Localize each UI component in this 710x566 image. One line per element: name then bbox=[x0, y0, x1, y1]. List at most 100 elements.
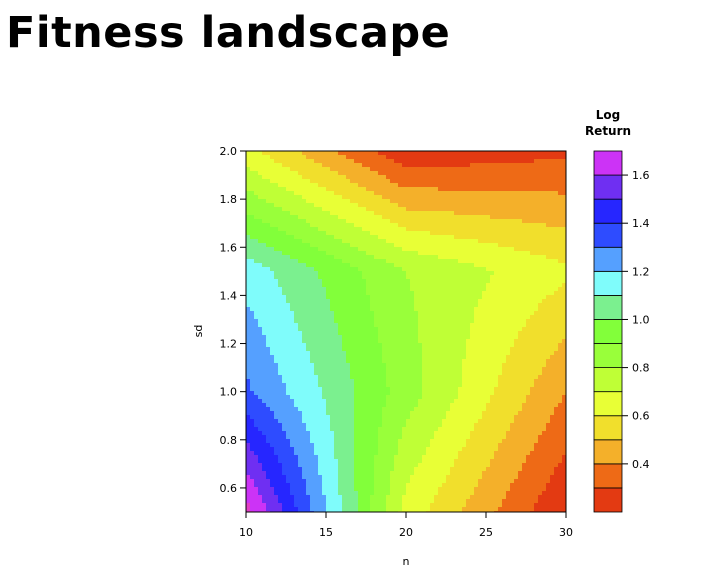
contour-cell bbox=[494, 367, 499, 372]
contour-cell bbox=[438, 367, 443, 372]
contour-cell bbox=[446, 259, 451, 264]
contour-cell bbox=[398, 391, 403, 396]
contour-cell bbox=[346, 243, 351, 248]
contour-cell bbox=[362, 283, 367, 288]
contour-cell bbox=[294, 231, 299, 236]
contour-cell bbox=[282, 287, 287, 292]
contour-cell bbox=[478, 175, 483, 180]
contour-cell bbox=[366, 291, 371, 296]
contour-cell bbox=[326, 167, 331, 172]
contour-cell bbox=[274, 171, 279, 176]
contour-cell bbox=[314, 223, 319, 228]
contour-cell bbox=[450, 211, 455, 216]
contour-cell bbox=[410, 175, 415, 180]
contour-cell bbox=[562, 231, 566, 236]
contour-cell bbox=[398, 199, 403, 204]
contour-cell bbox=[442, 255, 447, 260]
contour-cell bbox=[342, 355, 347, 360]
contour-cell bbox=[382, 199, 387, 204]
contour-cell bbox=[290, 267, 295, 272]
contour-cell bbox=[346, 339, 351, 344]
contour-cell bbox=[510, 359, 515, 364]
contour-cell bbox=[326, 355, 331, 360]
contour-cell bbox=[394, 275, 399, 280]
contour-cell bbox=[402, 255, 407, 260]
contour-cell bbox=[294, 323, 299, 328]
contour-cell bbox=[534, 183, 539, 188]
contour-cell bbox=[562, 163, 566, 168]
contour-cell bbox=[254, 279, 259, 284]
contour-cell bbox=[386, 195, 391, 200]
contour-cell bbox=[314, 171, 319, 176]
contour-cell bbox=[442, 179, 447, 184]
contour-cell bbox=[498, 339, 503, 344]
contour-cell bbox=[386, 335, 391, 340]
contour-cell bbox=[558, 391, 563, 396]
contour-cell bbox=[394, 175, 399, 180]
contour-cell bbox=[378, 235, 383, 240]
contour-cell bbox=[370, 179, 375, 184]
contour-cell bbox=[314, 323, 319, 328]
contour-cell bbox=[542, 167, 547, 172]
contour-cell bbox=[498, 259, 503, 264]
contour-cell bbox=[374, 195, 379, 200]
contour-cell bbox=[378, 279, 383, 284]
contour-cell bbox=[278, 299, 283, 304]
contour-cell bbox=[310, 211, 315, 216]
contour-cell bbox=[334, 219, 339, 224]
contour-cell bbox=[466, 355, 471, 360]
contour-cell bbox=[334, 311, 339, 316]
contour-cell bbox=[502, 191, 507, 196]
contour-cell bbox=[390, 159, 395, 164]
contour-cell bbox=[542, 263, 547, 268]
contour-cell bbox=[462, 211, 467, 216]
contour-cell bbox=[370, 363, 375, 368]
contour-cell bbox=[350, 291, 355, 296]
contour-cell bbox=[298, 171, 303, 176]
contour-cell bbox=[270, 311, 275, 316]
contour-cell bbox=[386, 383, 391, 388]
contour-cell bbox=[402, 167, 407, 172]
contour-cell bbox=[498, 191, 503, 196]
contour-cell bbox=[426, 239, 431, 244]
contour-cell bbox=[514, 247, 519, 252]
contour-cell bbox=[314, 151, 319, 156]
contour-cell bbox=[330, 327, 335, 332]
contour-cell bbox=[418, 215, 423, 220]
contour-cell bbox=[310, 327, 315, 332]
contour-cell bbox=[490, 315, 495, 320]
contour-cell bbox=[546, 219, 551, 224]
contour-cell bbox=[322, 155, 327, 160]
contour-cell bbox=[490, 179, 495, 184]
contour-cell bbox=[374, 179, 379, 184]
contour-cell bbox=[418, 203, 423, 208]
contour-cell bbox=[270, 307, 275, 312]
contour-cell bbox=[258, 323, 263, 328]
contour-cell bbox=[358, 203, 363, 208]
contour-cell bbox=[478, 375, 483, 380]
contour-cell bbox=[370, 191, 375, 196]
contour-cell bbox=[302, 163, 307, 168]
contour-cell bbox=[370, 175, 375, 180]
contour-cell bbox=[314, 195, 319, 200]
contour-cell bbox=[330, 195, 335, 200]
contour-cell bbox=[506, 391, 511, 396]
contour-cell bbox=[362, 391, 367, 396]
contour-cell bbox=[462, 307, 467, 312]
contour-cell bbox=[254, 367, 259, 372]
contour-cell bbox=[286, 371, 291, 376]
contour-cell bbox=[522, 171, 527, 176]
contour-cell bbox=[314, 187, 319, 192]
contour-cell bbox=[274, 267, 279, 272]
contour-cell bbox=[510, 243, 515, 248]
contour-cell bbox=[302, 271, 307, 276]
contour-cell bbox=[370, 283, 375, 288]
contour-cell bbox=[246, 187, 251, 192]
contour-cell bbox=[290, 319, 295, 324]
contour-cell bbox=[362, 211, 367, 216]
contour-cell bbox=[270, 275, 275, 280]
contour-cell bbox=[402, 391, 407, 396]
contour-cell bbox=[342, 199, 347, 204]
contour-cell bbox=[258, 367, 263, 372]
contour-cell bbox=[266, 159, 271, 164]
